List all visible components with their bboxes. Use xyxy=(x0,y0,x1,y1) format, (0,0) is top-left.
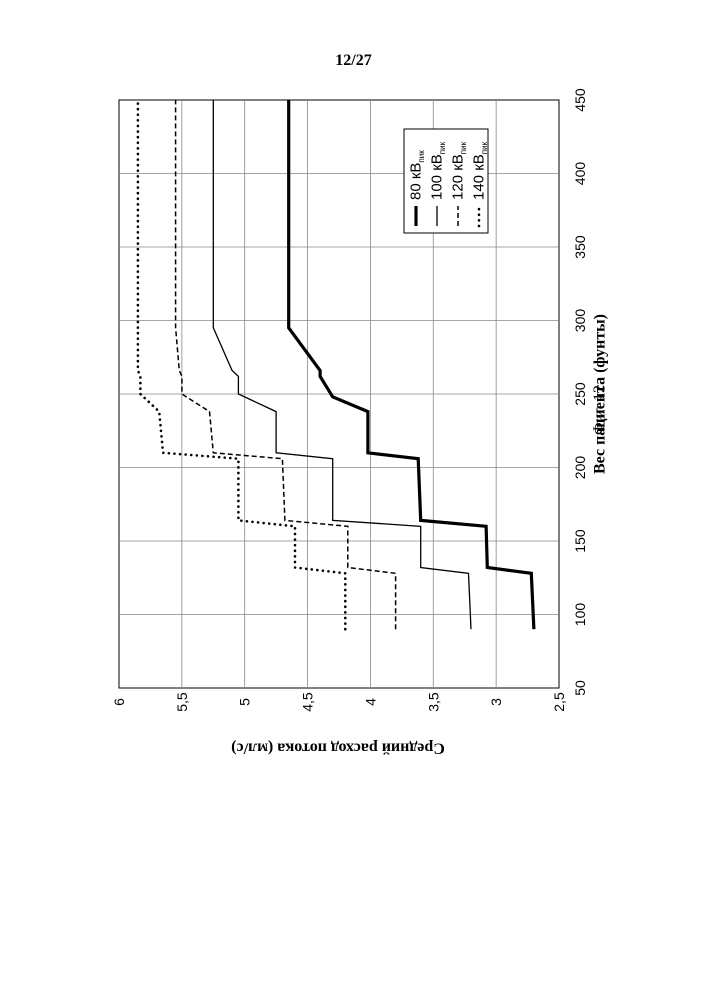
legend-label-subscript: пик xyxy=(417,150,426,163)
legend-label-subscript: пик xyxy=(480,141,489,154)
x-tick-label: 250 xyxy=(572,382,588,406)
y-tick-label: 4 xyxy=(362,698,378,706)
x-tick-label: 50 xyxy=(572,680,588,696)
x-tick-label: 450 xyxy=(572,88,588,112)
x-tick-label: 350 xyxy=(572,235,588,259)
legend-label-subscript: пик xyxy=(438,141,447,154)
legend: 80 кВпик100 кВпик120 кВпик140 кВпик xyxy=(404,129,489,233)
y-tick-label: 3,5 xyxy=(425,692,441,712)
y-tick-label: 2,5 xyxy=(551,692,567,712)
x-tick-label: 400 xyxy=(572,162,588,186)
x-tick-label: 200 xyxy=(572,456,588,480)
y-tick-label: 4,5 xyxy=(300,692,316,712)
x-tick-label: 300 xyxy=(572,309,588,333)
figure-caption: Фиг. 12 xyxy=(591,385,609,435)
y-axis-label: Средний расход потока (мл/с) xyxy=(231,740,445,757)
legend-label-subscript: пик xyxy=(459,141,468,154)
y-tick-label: 3 xyxy=(488,698,504,706)
x-tick-label: 100 xyxy=(572,603,588,627)
x-tick-label: 150 xyxy=(572,529,588,553)
y-tick-label: 5 xyxy=(237,698,253,706)
y-tick-label: 5,5 xyxy=(174,692,190,712)
y-tick-label: 6 xyxy=(111,698,127,706)
